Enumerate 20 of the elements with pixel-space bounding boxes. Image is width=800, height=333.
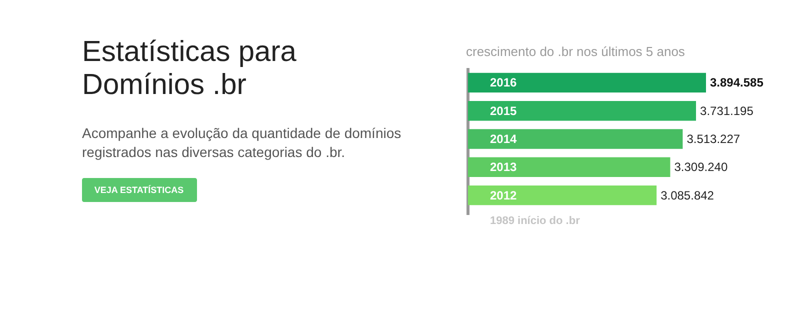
y-tick-label: 2016 bbox=[490, 76, 518, 90]
chart-title: crescimento do .br nos últimos 5 anos bbox=[466, 44, 686, 59]
data-label: 3.731.195 bbox=[700, 104, 754, 118]
data-label: 3.894.585 bbox=[710, 76, 764, 90]
bar bbox=[468, 72, 706, 93]
y-tick-label: 2012 bbox=[490, 188, 518, 202]
bar bbox=[468, 100, 696, 121]
bar bbox=[468, 129, 683, 149]
data-label: 3.309.240 bbox=[674, 160, 728, 174]
text: Estatísticas para Domínios .br bbox=[82, 36, 298, 101]
y-tick-label: 2015 bbox=[490, 104, 518, 118]
data-label: 3.085.842 bbox=[660, 188, 714, 202]
annotation: 1989 início do .br bbox=[490, 215, 581, 227]
y-tick-label: 2014 bbox=[490, 132, 518, 146]
bar bbox=[468, 185, 657, 206]
data-label: 3.513.227 bbox=[686, 132, 740, 146]
text: Acompanhe a evolução da quantidade de domínios registrados nas diversas categorias do .br. bbox=[82, 125, 402, 160]
bar bbox=[468, 157, 670, 178]
text: VEJA ESTATÍSTICAS bbox=[94, 185, 184, 195]
y-tick-label: 2013 bbox=[490, 160, 518, 174]
